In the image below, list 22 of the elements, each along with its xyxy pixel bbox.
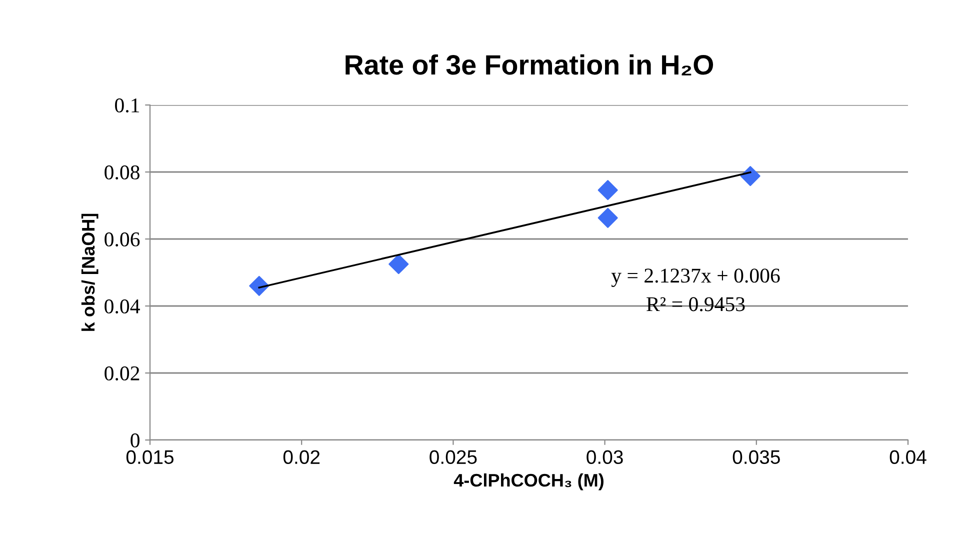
x-tick-label: 0.04 (890, 450, 926, 464)
annotation: R² = 0.9453 (646, 297, 745, 312)
point (249, 276, 270, 296)
y-tick-label: 0.02 (104, 366, 140, 381)
x-axis-title: 4-ClPhCOCH₃ (M) (454, 473, 604, 490)
x-tick-label: 0.03 (586, 450, 623, 464)
point (598, 208, 618, 228)
point (598, 180, 618, 200)
x-tick-label: 0.035 (732, 450, 780, 464)
point (740, 166, 760, 186)
y-tick-label: 0.06 (104, 232, 140, 247)
y-tick-label: 0.08 (104, 165, 140, 180)
y-tick-label: 0.1 (115, 98, 140, 113)
y-tick-label: 0 (130, 433, 140, 448)
y-axis-title: k obs/ [NaOH] (81, 214, 98, 331)
annotation: y = 2.1237x + 0.006 (611, 268, 780, 287)
x-tick-label: 0.025 (430, 450, 477, 464)
point (388, 254, 409, 274)
x-tick-label: 0.02 (283, 450, 320, 464)
chart-title: Rate of 3e Formation in H₂O (346, 54, 714, 76)
x-tick-label: 0.015 (126, 450, 174, 464)
y-tick-label: 0.04 (104, 299, 140, 314)
